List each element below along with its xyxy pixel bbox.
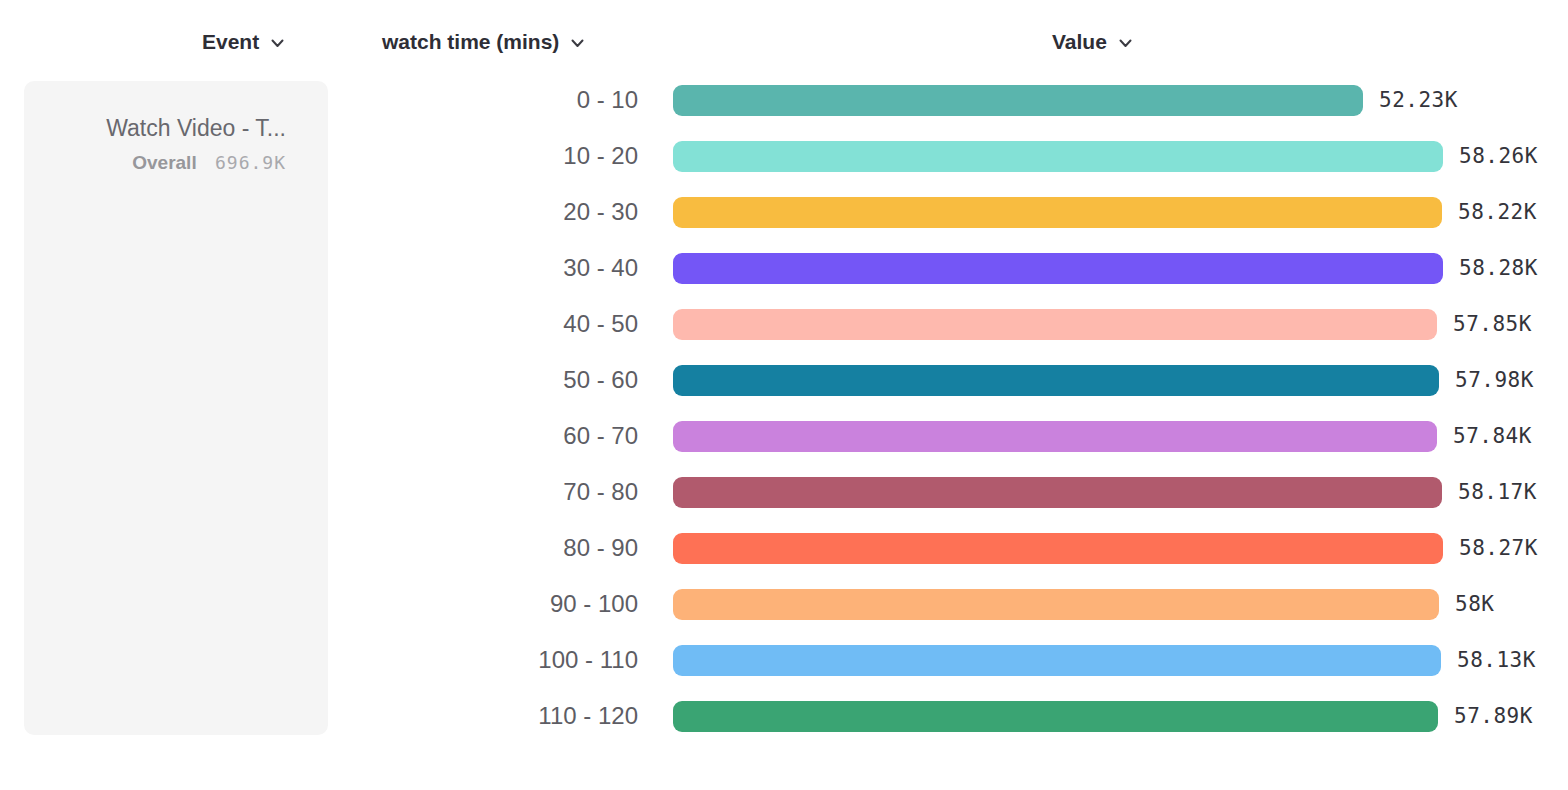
chevron-down-icon [271, 39, 284, 48]
chevron-down-icon [1119, 39, 1132, 48]
bar[interactable] [673, 197, 1442, 228]
bar-row: 20 - 30 58.22K [0, 184, 1568, 240]
breakdown-column-header[interactable]: watch time (mins) [382, 28, 584, 56]
value-column-header[interactable]: Value [1052, 28, 1132, 56]
bar-category-label: 20 - 30 [0, 198, 638, 226]
bar[interactable] [673, 589, 1439, 620]
bar-value-label: 58.17K [1458, 480, 1537, 504]
bar-category-label: 40 - 50 [0, 310, 638, 338]
bar-category-label: 90 - 100 [0, 590, 638, 618]
bar-row: 50 - 60 57.98K [0, 352, 1568, 408]
bar-category-label: 0 - 10 [0, 86, 638, 114]
bar-row: 100 - 110 58.13K [0, 632, 1568, 688]
bar-category-label: 80 - 90 [0, 534, 638, 562]
bar-value-label: 58.27K [1459, 536, 1538, 560]
bar-value-label: 58.28K [1459, 256, 1538, 280]
bar-row: 80 - 90 58.27K [0, 520, 1568, 576]
bar-row: 70 - 80 58.17K [0, 464, 1568, 520]
breakdown-column-label: watch time (mins) [382, 30, 559, 54]
bar-category-label: 70 - 80 [0, 478, 638, 506]
event-column-header[interactable]: Event [202, 28, 284, 56]
bar-value-label: 57.85K [1453, 312, 1532, 336]
bar-category-label: 100 - 110 [0, 646, 638, 674]
bar-category-label: 60 - 70 [0, 422, 638, 450]
bar-category-label: 50 - 60 [0, 366, 638, 394]
chevron-down-icon [571, 39, 584, 48]
bar[interactable] [673, 533, 1443, 564]
bar[interactable] [673, 309, 1437, 340]
bar-value-label: 57.84K [1453, 424, 1532, 448]
bar-chart: 0 - 10 52.23K 10 - 20 58.26K 20 - 30 58.22K 30… [0, 72, 1568, 744]
bar-row: 110 - 120 57.89K [0, 688, 1568, 744]
bar-category-label: 110 - 120 [0, 702, 638, 730]
bar-row: 90 - 100 58K [0, 576, 1568, 632]
bar[interactable] [673, 477, 1442, 508]
bar-row: 0 - 10 52.23K [0, 72, 1568, 128]
value-column-label: Value [1052, 30, 1107, 54]
bar[interactable] [673, 85, 1363, 116]
bar-row: 10 - 20 58.26K [0, 128, 1568, 184]
bar-value-label: 57.89K [1454, 704, 1533, 728]
bar[interactable] [673, 141, 1443, 172]
bar-value-label: 57.98K [1455, 368, 1534, 392]
bar[interactable] [673, 253, 1443, 284]
bar[interactable] [673, 701, 1438, 732]
bar-value-label: 58.26K [1459, 144, 1538, 168]
bar-row: 40 - 50 57.85K [0, 296, 1568, 352]
insights-bar-chart-view: Event watch time (mins) Value Watch Vide… [0, 0, 1568, 790]
bar-value-label: 58.22K [1458, 200, 1537, 224]
bar[interactable] [673, 421, 1437, 452]
bar-category-label: 30 - 40 [0, 254, 638, 282]
bar-row: 60 - 70 57.84K [0, 408, 1568, 464]
bar-value-label: 58.13K [1457, 648, 1536, 672]
bar-value-label: 58K [1455, 592, 1494, 616]
bar-category-label: 10 - 20 [0, 142, 638, 170]
bar-value-label: 52.23K [1379, 88, 1458, 112]
bar[interactable] [673, 645, 1441, 676]
bar-row: 30 - 40 58.28K [0, 240, 1568, 296]
bar[interactable] [673, 365, 1439, 396]
event-column-label: Event [202, 30, 259, 54]
